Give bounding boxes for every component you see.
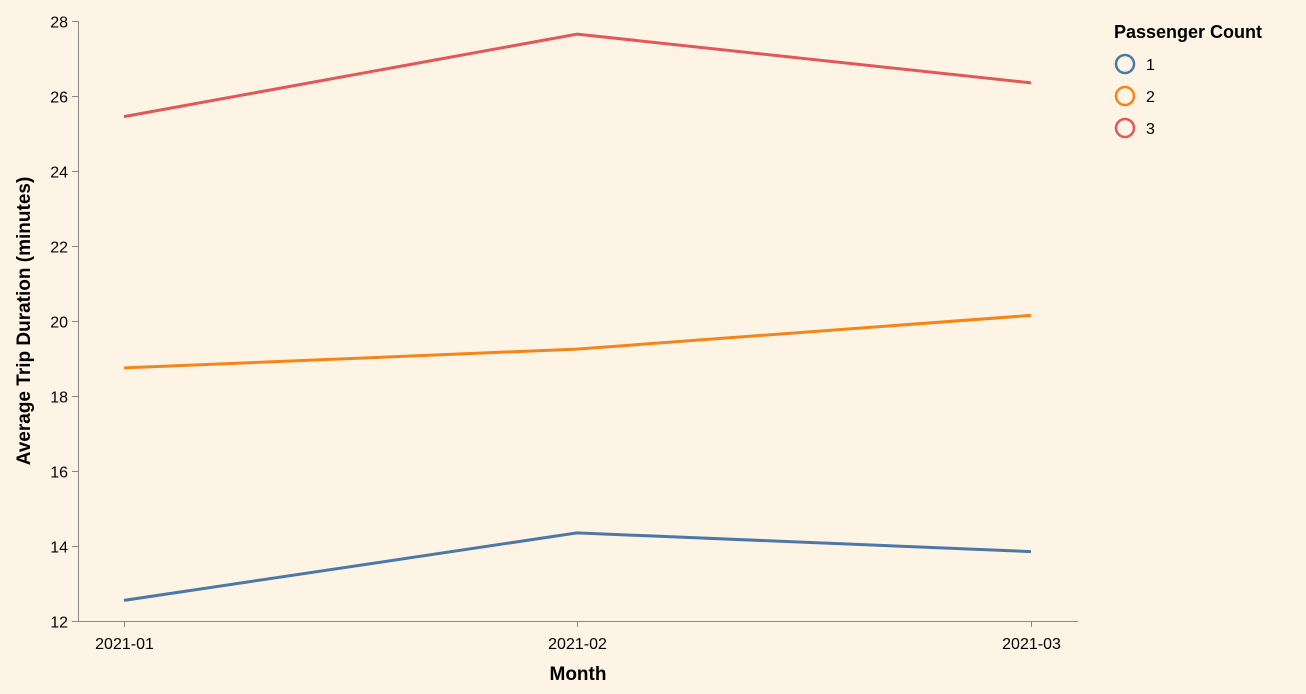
legend-symbol bbox=[1114, 53, 1136, 75]
legend: Passenger Count 1 2 3 bbox=[1114, 22, 1262, 139]
x-tick-label: 2021-02 bbox=[548, 636, 607, 653]
y-tick-label: 20 bbox=[50, 315, 68, 332]
series-layer bbox=[123, 32, 1032, 602]
y-tick-label: 26 bbox=[50, 90, 68, 107]
x-tick-label: 2021-03 bbox=[1002, 636, 1061, 653]
y-tick-label: 16 bbox=[50, 465, 68, 482]
y-tick-label: 18 bbox=[50, 390, 68, 407]
legend-label: 3 bbox=[1146, 121, 1155, 138]
legend-label: 2 bbox=[1146, 89, 1155, 106]
y-axis: 12 14 16 18 20 22 24 26 28 bbox=[50, 15, 79, 632]
y-axis-title: Average Trip Duration (minutes) bbox=[14, 177, 35, 466]
series-line-1 bbox=[123, 531, 1032, 602]
plot-area: 12 14 16 18 20 22 24 26 28 2021-01 2021-02 2021-03 bbox=[50, 15, 1078, 653]
legend-label: 1 bbox=[1146, 57, 1155, 74]
x-axis-title: Month bbox=[550, 664, 607, 685]
legend-title: Passenger Count bbox=[1114, 22, 1262, 42]
legend-symbol bbox=[1114, 117, 1136, 139]
series-line-3 bbox=[123, 32, 1032, 119]
x-axis: 2021-01 2021-02 2021-03 bbox=[78, 621, 1078, 653]
y-tick-label: 22 bbox=[50, 240, 68, 257]
legend-symbol bbox=[1114, 85, 1136, 107]
x-tick-label: 2021-01 bbox=[95, 636, 154, 653]
y-tick-label: 12 bbox=[50, 615, 68, 632]
y-tick-label: 28 bbox=[50, 15, 68, 32]
y-tick-label: 14 bbox=[50, 540, 68, 557]
y-tick-label: 24 bbox=[50, 165, 68, 182]
series-line-2 bbox=[123, 313, 1032, 370]
